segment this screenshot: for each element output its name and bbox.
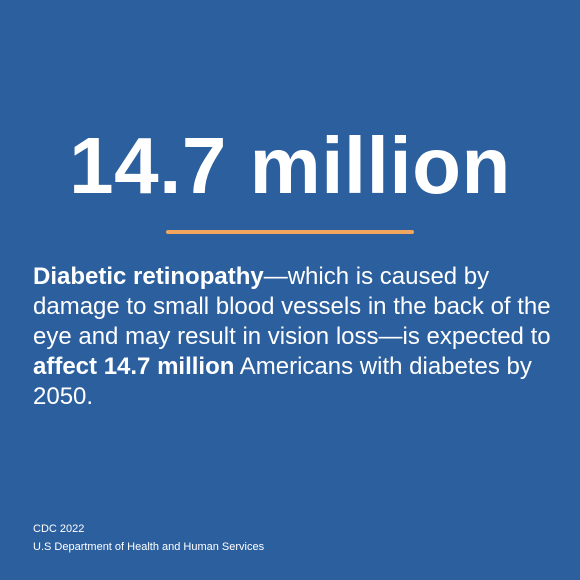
body-term: Diabetic retinopathy bbox=[33, 263, 264, 290]
source-citation: CDC 2022 bbox=[33, 523, 85, 535]
accent-divider bbox=[166, 230, 414, 234]
body-paragraph: Diabetic retinopathy—which is caused by … bbox=[33, 262, 563, 412]
body-text-part-1: —which is caused by damage to small bloo… bbox=[33, 263, 551, 350]
body-emphasis: affect 14.7 million bbox=[33, 353, 235, 380]
body-text-part-2: Americans with diabetes by 2050. bbox=[33, 353, 532, 410]
footer: CDC 2022 U.S Department of Health and Hu… bbox=[33, 520, 264, 556]
headline-statistic: 14.7 million bbox=[69, 121, 511, 210]
organization-name: U.S Department of Health and Human Servi… bbox=[33, 541, 265, 553]
